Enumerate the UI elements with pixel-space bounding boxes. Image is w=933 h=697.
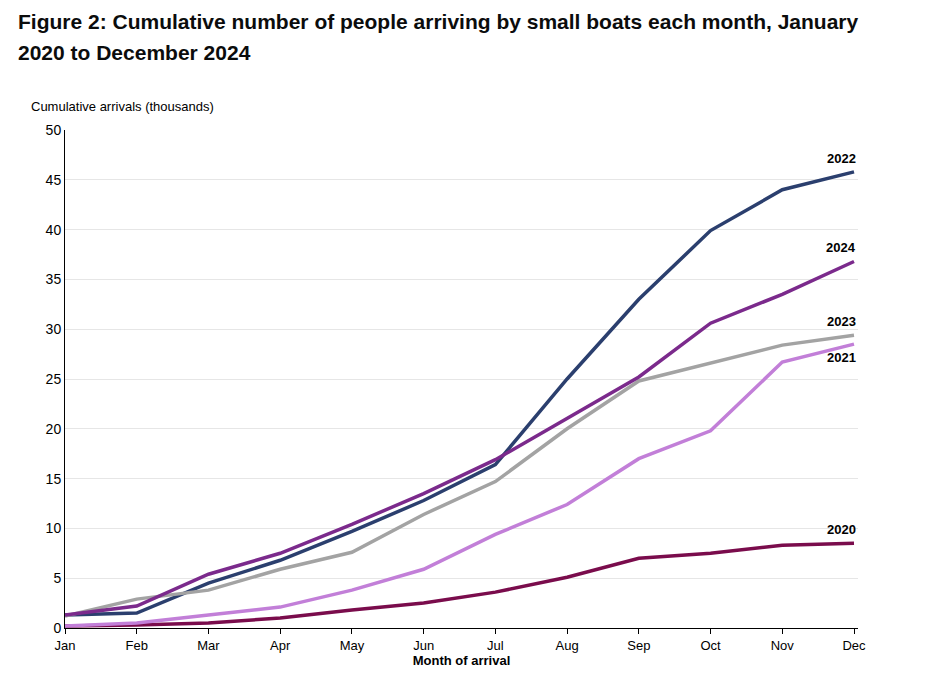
svg-text:Nov: Nov xyxy=(771,638,795,653)
svg-text:Cumulative arrivals (thousands: Cumulative arrivals (thousands) xyxy=(31,99,214,114)
svg-text:May: May xyxy=(340,638,365,653)
svg-text:Dec: Dec xyxy=(842,638,866,653)
svg-text:Jun: Jun xyxy=(413,638,434,653)
svg-text:Oct: Oct xyxy=(700,638,721,653)
svg-text:20: 20 xyxy=(46,421,62,437)
html-text:Figure 2: Cumulative number of: Figure 2: Cumulative number of people ar… xyxy=(18,10,859,64)
svg-text:10: 10 xyxy=(46,520,62,536)
svg-text:45: 45 xyxy=(46,172,62,188)
svg-text:15: 15 xyxy=(46,471,62,487)
svg-text:30: 30 xyxy=(46,321,62,337)
svg-text:Feb: Feb xyxy=(126,638,148,653)
svg-text:Apr: Apr xyxy=(270,638,291,653)
svg-text:Mar: Mar xyxy=(197,638,220,653)
svg-text:Jul: Jul xyxy=(487,638,504,653)
svg-text:Aug: Aug xyxy=(556,638,579,653)
svg-text:2023: 2023 xyxy=(827,314,856,329)
svg-text:Sep: Sep xyxy=(627,638,650,653)
svg-text:25: 25 xyxy=(46,371,62,387)
svg-text:2020: 2020 xyxy=(827,522,856,537)
svg-text:0: 0 xyxy=(53,620,61,636)
svg-text:50: 50 xyxy=(46,122,62,138)
svg-text:5: 5 xyxy=(53,570,61,586)
svg-text:Month of arrival: Month of arrival xyxy=(413,653,511,668)
svg-text:2021: 2021 xyxy=(827,350,856,365)
svg-text:40: 40 xyxy=(46,222,62,238)
svg-text:2024: 2024 xyxy=(826,240,856,255)
svg-text:2022: 2022 xyxy=(827,151,856,166)
svg-text:Jan: Jan xyxy=(55,638,76,653)
svg-text:35: 35 xyxy=(46,271,62,287)
